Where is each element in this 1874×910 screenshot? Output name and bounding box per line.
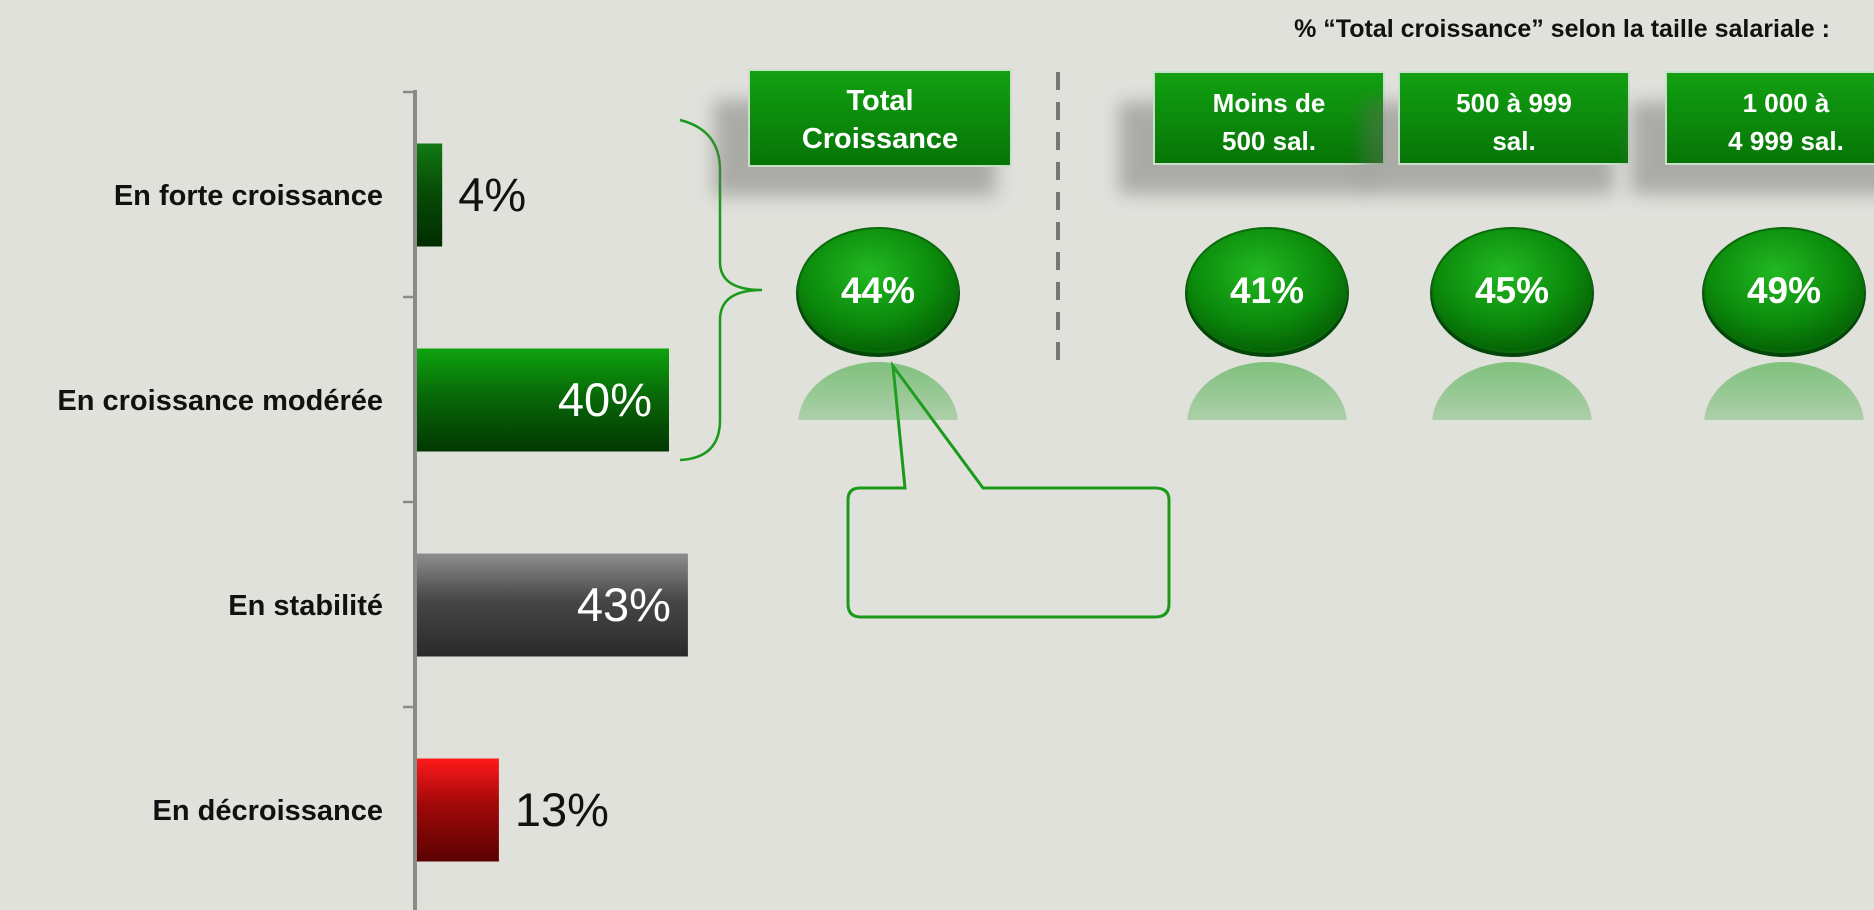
bar-value-label: 4%: [458, 168, 526, 221]
bar-value-label: 13%: [515, 783, 609, 836]
category-label: En décroissance: [153, 795, 384, 827]
group-header: [1665, 71, 1874, 165]
oval-value: 44%: [841, 270, 915, 311]
bar: [417, 553, 688, 657]
size-group: Total Croissance 44%: [714, 69, 1012, 420]
bar-value-label: 40%: [558, 373, 652, 426]
bar-row: En décroissance 13%: [153, 758, 609, 862]
bar-axis: [403, 90, 417, 910]
category-label: En croissance modérée: [57, 385, 383, 417]
category-label: En stabilité: [228, 590, 383, 622]
oval-reflection: [1704, 362, 1864, 420]
value-oval: [1431, 227, 1593, 353]
size-group: Moins de 500 sal. 41%: [1119, 71, 1385, 420]
group-header: [748, 69, 1012, 167]
oval-value: 49%: [1747, 270, 1821, 311]
callout-pointer: [846, 360, 1171, 619]
oval-reflection: [798, 362, 958, 420]
bar: [417, 758, 499, 862]
bar: [417, 348, 669, 452]
oval-reflection: [1432, 362, 1592, 420]
group-header-text: Moins de 500 sal.: [1213, 88, 1326, 156]
value-oval: [797, 227, 959, 353]
group-header-text: 500 à 999 sal.: [1456, 88, 1572, 156]
bar-row: En croissance modérée 40%: [57, 348, 669, 452]
value-oval: [1186, 227, 1348, 353]
bar-row: En forte croissance 4%: [114, 143, 526, 247]
bars: En forte croissance 4% En croissance modér…: [57, 143, 688, 862]
oval-value: 45%: [1475, 270, 1549, 311]
panel: Total Croissance 44% Moins de 500 sal. 41% 500…: [714, 69, 1874, 420]
group-header: [1398, 71, 1630, 165]
callout: Industrie : 38%Commerce 47%Services 46%: [846, 360, 1171, 619]
size-group: 500 à 999 sal. 45%: [1364, 71, 1630, 420]
bar-value-label: 43%: [577, 578, 671, 631]
value-oval: [1703, 227, 1865, 353]
panel-title: % “Total croissance” selon la taille sal…: [1294, 15, 1830, 43]
oval-value: 41%: [1230, 270, 1304, 311]
bar: [417, 143, 443, 247]
oval-reflection: [1187, 362, 1347, 420]
category-label: En forte croissance: [114, 180, 383, 212]
group-header-text: Total Croissance: [802, 85, 958, 155]
group-header: [1153, 71, 1385, 165]
bar-row: En stabilité 43%: [228, 553, 688, 657]
